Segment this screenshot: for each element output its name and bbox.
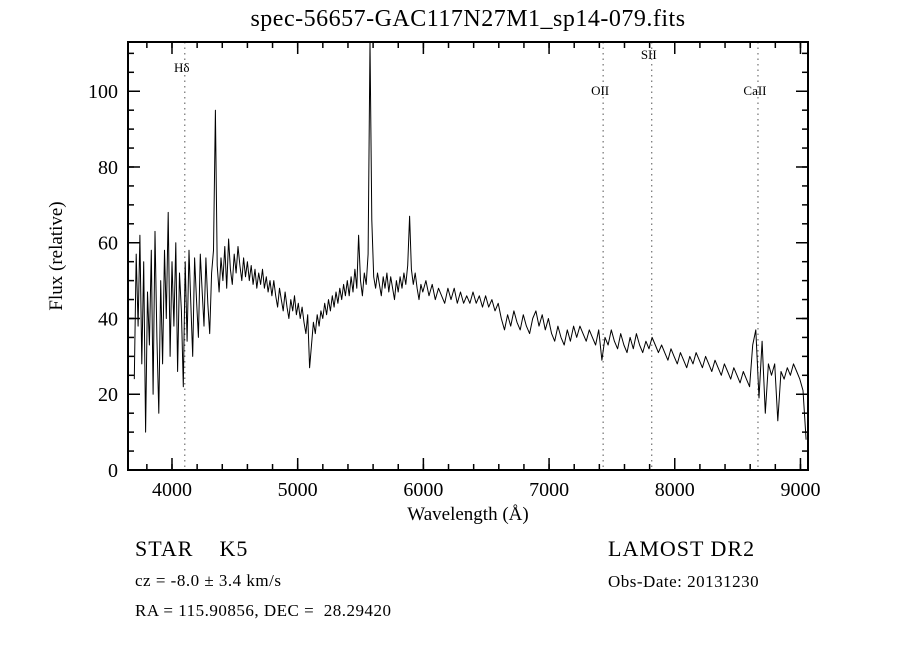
object-type-label: STAR K5 (135, 536, 249, 561)
x-tick-labels: 4000 5000 6000 7000 8000 9000 (152, 479, 820, 501)
y-tick-label: 80 (98, 157, 118, 179)
survey-label: LAMOST DR2 (608, 536, 756, 561)
spectrum-line (133, 41, 807, 440)
annotation-label: Hδ (174, 60, 190, 75)
annotation-label: OII (591, 83, 609, 98)
axis-frame (127, 41, 809, 471)
y-axis-label: Flux (relative) (46, 201, 67, 310)
y-tick-label: 40 (98, 308, 118, 330)
obs-date-label: Obs-Date: 20131230 (608, 572, 760, 591)
line-annotations: Hδ OII SII CaII (174, 42, 767, 470)
x-tick-label: 7000 (529, 479, 569, 501)
y-tick-label: 100 (88, 81, 118, 103)
chart-title: spec-56657-GAC117N27M1_sp14-079.fits (250, 6, 686, 32)
axis-ticks (128, 42, 808, 471)
coords-label: RA = 115.90856, DEC = 28.29420 (135, 601, 392, 620)
y-tick-label: 60 (98, 233, 118, 255)
y-tick-labels: 0 20 40 60 80 100 (88, 81, 118, 482)
x-tick-label: 8000 (655, 479, 695, 501)
cz-label: cz = -8.0 ± 3.4 km/s (135, 571, 282, 590)
annotation-label: SII (641, 47, 657, 62)
x-tick-label: 6000 (403, 479, 443, 501)
y-tick-label: 20 (98, 384, 118, 406)
x-tick-label: 9000 (780, 479, 820, 501)
annotation-label: CaII (743, 83, 766, 98)
x-tick-label: 5000 (278, 479, 318, 501)
y-tick-label: 0 (108, 460, 118, 482)
x-tick-label: 4000 (152, 479, 192, 501)
x-axis-label: Wavelength (Å) (407, 504, 528, 525)
